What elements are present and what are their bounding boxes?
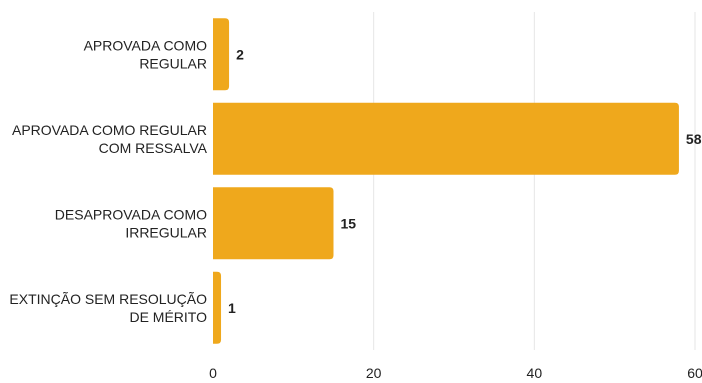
value-label-2: 15: [341, 215, 357, 231]
category-label-1: APROVADA COMO REGULAR COM RESSALVA: [12, 122, 208, 156]
bar-1: [213, 102, 679, 175]
bar-0: [213, 18, 230, 91]
category-label-line: IRREGULAR: [125, 224, 207, 240]
x-tick-label-40: 40: [527, 365, 543, 381]
labels-layer: 2 APROVADA COMO REGULAR 58 APROVADA COMO REG…: [9, 37, 701, 325]
category-label-line: REGULAR: [139, 55, 207, 71]
category-label-line: COM RESSALVA: [99, 140, 208, 156]
value-label-0: 2: [236, 46, 244, 62]
x-tick-label-60: 60: [687, 365, 702, 381]
bar-2: [213, 187, 334, 260]
x-tick-label-0: 0: [209, 365, 217, 381]
category-label-2: DESAPROVADA COMO IRREGULAR: [55, 206, 207, 240]
ticks-layer: 0 20 40 60: [209, 365, 702, 381]
bar-3: [213, 271, 222, 344]
category-label-line: EXTINÇÃO SEM RESOLUÇÃO: [9, 291, 207, 307]
grid-layer: [373, 12, 696, 350]
value-label-3: 1: [228, 300, 236, 316]
category-label-0: APROVADA COMO REGULAR: [84, 37, 208, 71]
value-label-1: 58: [686, 131, 702, 147]
x-tick-label-20: 20: [366, 365, 382, 381]
category-label-line: APROVADA COMO: [84, 37, 208, 53]
category-label-line: APROVADA COMO REGULAR: [12, 122, 207, 138]
category-label-line: DESAPROVADA COMO: [55, 206, 207, 222]
category-label-3: EXTINÇÃO SEM RESOLUÇÃO DE MÉRITO: [9, 291, 207, 325]
bars-layer: [213, 18, 679, 344]
category-label-line: DE MÉRITO: [129, 309, 207, 325]
